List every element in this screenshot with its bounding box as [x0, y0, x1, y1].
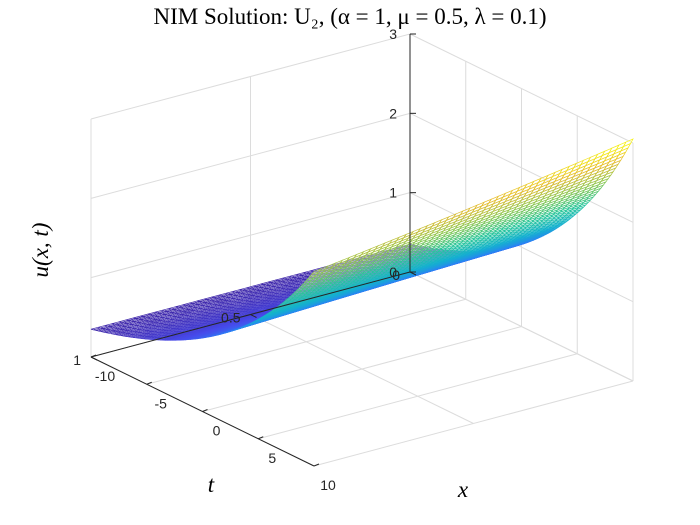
- back-wall-grid-z: [409, 271, 634, 382]
- y-axis-title: t: [208, 472, 215, 497]
- x-axis-title: x: [457, 477, 469, 502]
- back-wall-grid-z: [409, 112, 634, 223]
- z-axis-title: u(x, t): [28, 223, 53, 278]
- y-tick-label: 0: [392, 267, 400, 283]
- y-tick-mark: [250, 314, 257, 318]
- x-tick-label: -10: [95, 368, 115, 384]
- side-wall-grid-z: [90, 112, 411, 199]
- axis-layer: [90, 33, 417, 467]
- floor-grid-t: [250, 314, 474, 424]
- x-tick-mark: [146, 381, 152, 385]
- y-tick-mark: [90, 356, 98, 361]
- x-tick-label: -5: [155, 395, 168, 411]
- side-wall-grid-z: [90, 33, 411, 120]
- grid-layer: [90, 33, 634, 467]
- z-tick-label: 1: [389, 185, 397, 201]
- x-tick-label: 0: [213, 423, 221, 439]
- x-tick-mark: [258, 436, 264, 440]
- back-wall-grid-z: [409, 33, 634, 144]
- y-tick-label: 0.5: [221, 310, 241, 326]
- x-tick-mark: [202, 409, 208, 412]
- back-wall-grid-z: [409, 192, 634, 303]
- x-tick-label: 5: [268, 450, 276, 466]
- chart-title: NIM Solution: U₂, (α = 1, μ = 0.5, λ = 0…: [153, 4, 547, 29]
- z-tick-label: 0: [389, 264, 397, 280]
- surface-cell: [311, 268, 322, 275]
- x-tick-label: 10: [320, 477, 336, 493]
- surface-mesh: [90, 138, 634, 341]
- z-tick-label: 2: [389, 105, 397, 121]
- x-tick-mark: [90, 354, 97, 358]
- z-tick-label: 3: [389, 26, 397, 42]
- x-tick-mark: [313, 463, 320, 467]
- side-wall-grid-z: [90, 192, 411, 279]
- y-tick-label: 1: [73, 352, 81, 368]
